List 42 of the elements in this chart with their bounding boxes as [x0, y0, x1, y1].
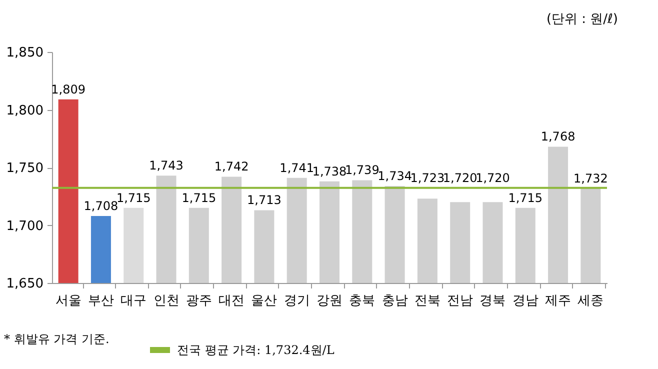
x-tick-label: 전북 [414, 294, 440, 308]
data-label: 1,720 [442, 170, 478, 185]
data-label: 1,708 [84, 199, 118, 214]
data-label: 1,723 [410, 170, 445, 185]
x-tick-label: 충북 [349, 294, 376, 308]
x-tick-label: 울산 [251, 294, 278, 308]
data-label: 1,809 [51, 82, 86, 96]
x-tick-label: 경남 [512, 294, 538, 308]
x-tick-label: 제주 [545, 294, 572, 308]
x-tick-label: 서울 [55, 294, 82, 308]
data-label: 1,741 [280, 160, 314, 175]
x-tick-label: 충남 [382, 294, 408, 308]
y-tick-label: 1,750 [6, 161, 44, 176]
x-tick-label: 경북 [480, 294, 506, 308]
data-label: 1,715 [508, 190, 543, 205]
x-tick-label: 경기 [284, 294, 310, 308]
data-label: 1,768 [540, 130, 576, 144]
y-tick-label: 1,700 [6, 218, 44, 234]
x-tick-label: 부산 [88, 294, 114, 308]
data-label: 1,720 [476, 170, 510, 185]
y-tick-label: 1,850 [6, 46, 44, 60]
x-tick-label: 대전 [218, 294, 245, 308]
data-label: 1,743 [149, 158, 184, 173]
data-label: 1,713 [247, 193, 282, 208]
text: * 휘발유 가격 기준. [4, 331, 110, 348]
x-tick-label: 강원 [316, 294, 342, 308]
x-tick-label: 인천 [153, 294, 180, 308]
data-label: 1,739 [344, 163, 380, 178]
legend-label: 전국 평균 가격: 1,732.4원/L [177, 343, 334, 357]
x-tick-label: 광주 [186, 294, 212, 308]
data-label: 1,715 [116, 190, 151, 205]
x-tick-label: 전남 [447, 294, 474, 308]
y-tick-label: 1,650 [6, 276, 44, 292]
x-tick-label: 세종 [578, 294, 604, 308]
data-label: 1,742 [214, 160, 249, 174]
data-label: 1,715 [182, 190, 216, 205]
text: (단위 : 원/ℓ) [546, 11, 618, 28]
data-label: 1,732 [573, 171, 608, 186]
data-label: 1,738 [312, 164, 347, 178]
y-tick-label: 1,800 [6, 103, 44, 118]
x-tick-label: 대구 [120, 294, 147, 308]
data-label: 1,734 [378, 168, 412, 183]
